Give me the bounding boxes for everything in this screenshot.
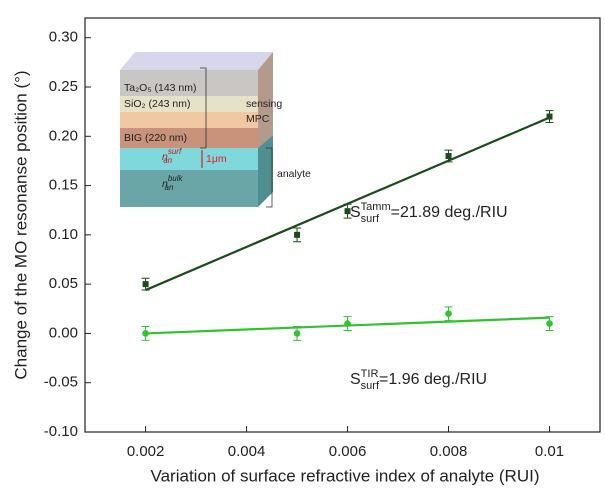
inset-diagram: Ta₂O₅ (143 nm) SiO₂ (243 nm) sensing MPC… (120, 52, 311, 208)
bracket-analyte (266, 147, 273, 208)
annotation-base: S (350, 371, 361, 388)
side-mpc (258, 52, 273, 148)
n-bulk-base: n (162, 178, 168, 190)
n-surf-sup: surf (168, 147, 182, 156)
bracket-mpc (200, 67, 207, 149)
x-axis-title: Variation of surface refractive index of… (151, 466, 540, 485)
label-mpc: MPC (246, 113, 270, 125)
point (344, 320, 351, 327)
point (546, 113, 553, 120)
annotation: STIR surf=1.96 deg./RIU (350, 368, 487, 392)
point (293, 330, 301, 337)
layer-top (120, 52, 273, 70)
layer-buffer (120, 112, 258, 128)
y-tick-label: -0.10 (44, 423, 78, 440)
x-tick-label: 0.01 (535, 443, 564, 460)
annotation: STamm surf =21.89 deg./RIU (350, 201, 508, 225)
label-thickness: 1μm (206, 153, 227, 165)
point (344, 208, 351, 215)
label-analyte: analyte (277, 168, 311, 180)
y-tick-label: 0.05 (49, 275, 78, 292)
y-tick-label: 0.20 (49, 127, 78, 144)
x-tick-label: 0.002 (127, 443, 165, 460)
label-n-bulk: nbulk an (162, 174, 184, 192)
y-tick-label: -0.05 (44, 374, 78, 391)
layer-big (120, 128, 258, 148)
x-tick-label: 0.008 (430, 443, 468, 460)
layer-sio2 (120, 96, 258, 112)
label-sio2: SiO₂ (243 nm) (124, 98, 191, 110)
point (445, 153, 452, 159)
y-tick-label: 0.15 (49, 177, 78, 194)
annotation-sub: surf (361, 380, 380, 392)
side-analyte (258, 135, 273, 207)
n-surf-base: n (162, 151, 168, 163)
plot-frame (84, 17, 601, 433)
point (546, 320, 553, 327)
y-tick-label: 0.25 (49, 78, 78, 95)
point (445, 310, 452, 318)
label-big: BIG (220 nm) (124, 132, 187, 144)
n-bulk-sup: bulk (168, 174, 184, 183)
label-sensing: sensing (246, 98, 282, 110)
point (294, 231, 301, 238)
y-tick-label: 0.30 (49, 29, 78, 46)
label-ta2o5: Ta₂O₅ (143 nm) (124, 82, 197, 94)
y-tick-label: 0.10 (49, 226, 78, 243)
label-n-surf: nsurf an (162, 147, 182, 165)
point (142, 330, 149, 337)
layer-analyte-bulk (120, 170, 258, 207)
n-bulk-sub: an (165, 183, 174, 192)
layer-analyte-surf (120, 148, 258, 170)
y-axis-title: Change of the MO resonanse position (°) (11, 70, 30, 379)
annotation-sub: surf (361, 213, 380, 225)
annotation-base: S (350, 204, 361, 221)
y-tick-label: 0.00 (49, 324, 78, 341)
n-surf-sub: an (163, 156, 172, 165)
point (142, 281, 149, 288)
annotation-text: =1.96 deg./RIU (379, 371, 487, 388)
x-tick-label: 0.004 (228, 443, 266, 460)
layer-ta2o5 (120, 70, 258, 96)
annotation-sup: Tamm (361, 201, 391, 213)
annotation-sup: TIR (361, 368, 379, 380)
x-tick-label: 0.006 (329, 443, 367, 460)
annotation-text: =21.89 deg./RIU (391, 204, 508, 221)
